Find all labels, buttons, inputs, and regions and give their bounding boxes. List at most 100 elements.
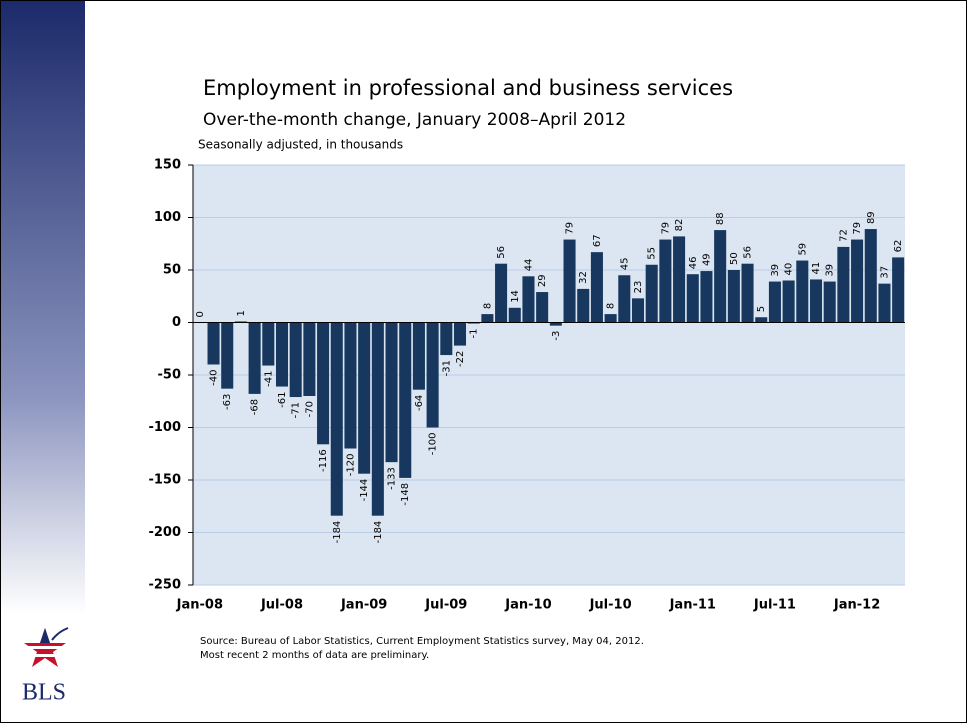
data-label: 0 <box>195 311 206 317</box>
bar <box>412 322 425 390</box>
bar <box>851 239 864 323</box>
data-label: -71 <box>291 402 302 418</box>
data-label: 5 <box>756 306 767 312</box>
y-tick-label: 100 <box>154 210 181 225</box>
data-label: -3 <box>551 331 562 341</box>
data-label: -63 <box>222 394 233 410</box>
y-tick-label: 150 <box>154 158 181 173</box>
bar <box>221 322 234 389</box>
bar <box>508 307 521 323</box>
bar <box>796 260 809 323</box>
data-label: 56 <box>496 246 507 259</box>
data-label: 39 <box>770 264 781 277</box>
y-tick-label: 0 <box>172 315 181 330</box>
bar <box>604 314 617 323</box>
x-tick-label: Jul-10 <box>589 598 632 613</box>
data-label: -1 <box>469 329 480 339</box>
bar <box>809 279 823 323</box>
data-label: 44 <box>523 259 534 272</box>
bar <box>207 322 220 365</box>
bar <box>358 322 371 474</box>
x-tick-label: Jan-12 <box>833 598 880 613</box>
data-label: 49 <box>701 253 712 266</box>
bls-logo: BLS <box>22 627 69 706</box>
x-tick-label: Jul-09 <box>424 598 467 613</box>
data-label: 88 <box>715 212 726 225</box>
bar <box>590 252 603 323</box>
data-label: 14 <box>510 290 521 303</box>
data-label: 29 <box>537 274 548 287</box>
x-tick-label: Jan-11 <box>669 598 716 613</box>
bar <box>262 322 275 366</box>
side-band <box>1 1 85 722</box>
data-label: 72 <box>838 229 849 242</box>
bar <box>700 271 713 323</box>
bar <box>645 264 658 323</box>
x-tick-label: Jan-08 <box>176 598 223 613</box>
bar <box>659 239 672 323</box>
data-label: -100 <box>428 433 439 456</box>
data-label: -148 <box>400 483 411 506</box>
data-label: 79 <box>565 222 576 235</box>
bar <box>727 270 740 323</box>
bar <box>741 263 754 323</box>
bar <box>631 298 645 323</box>
y-axis-label: Seasonally adjusted, in thousands <box>198 138 403 152</box>
data-label: -31 <box>441 360 452 376</box>
bar <box>823 281 836 323</box>
bar <box>522 276 535 323</box>
bar <box>768 281 781 323</box>
bar <box>878 283 891 323</box>
data-label: -40 <box>209 370 220 386</box>
bar <box>467 322 480 324</box>
data-label: 45 <box>619 258 630 271</box>
bar <box>440 322 453 356</box>
bar <box>317 322 330 445</box>
data-label: 79 <box>852 222 863 235</box>
data-label: 62 <box>893 240 904 253</box>
data-label: 1 <box>236 310 247 316</box>
data-label: 79 <box>660 222 671 235</box>
data-label: -184 <box>332 521 343 544</box>
bar <box>344 322 357 449</box>
data-label: 32 <box>578 271 589 284</box>
data-label: -61 <box>277 392 288 408</box>
source-note: Source: Bureau of Labor Statistics, Curr… <box>200 636 644 647</box>
logo-text: BLS <box>22 680 66 706</box>
data-label: -64 <box>414 395 425 411</box>
data-label: -41 <box>263 371 274 387</box>
data-label: 59 <box>797 243 808 256</box>
bar <box>303 322 316 396</box>
data-label: -144 <box>359 479 370 502</box>
bar <box>782 280 795 323</box>
bar <box>563 239 576 323</box>
bar <box>673 236 686 323</box>
data-label: 41 <box>811 262 822 275</box>
bar <box>275 322 289 387</box>
x-tick-label: Jul-11 <box>753 598 796 613</box>
bar <box>618 275 631 323</box>
bar <box>385 322 398 463</box>
data-label: 23 <box>633 281 644 294</box>
data-label: 8 <box>606 303 617 309</box>
bar <box>892 257 905 323</box>
bar <box>371 322 384 516</box>
data-label: -68 <box>250 399 261 415</box>
data-label: -120 <box>345 454 356 477</box>
y-tick-label: -250 <box>148 578 181 593</box>
bar <box>330 322 343 516</box>
y-tick-label: 50 <box>163 263 181 278</box>
data-label: 55 <box>647 247 658 260</box>
data-label: 39 <box>825 264 836 277</box>
data-label: -70 <box>304 401 315 417</box>
data-label: 8 <box>482 303 493 309</box>
data-label: 89 <box>866 211 877 224</box>
bar <box>234 321 247 323</box>
data-label: -184 <box>373 521 384 544</box>
x-tick-label: Jan-10 <box>504 598 551 613</box>
y-tick-label: -200 <box>148 525 181 540</box>
bar <box>536 292 549 323</box>
bar <box>686 274 699 323</box>
data-label: 50 <box>729 252 740 265</box>
